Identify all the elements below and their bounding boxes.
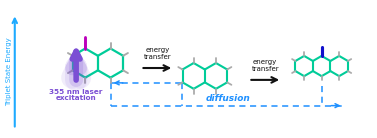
Text: diffusion: diffusion (205, 94, 250, 103)
Text: Triplet State Energy: Triplet State Energy (6, 38, 12, 106)
Text: energy
transfer: energy transfer (251, 59, 279, 72)
Text: 355 nm laser: 355 nm laser (49, 89, 103, 95)
Text: excitation: excitation (56, 95, 97, 101)
Text: energy
transfer: energy transfer (144, 47, 171, 60)
